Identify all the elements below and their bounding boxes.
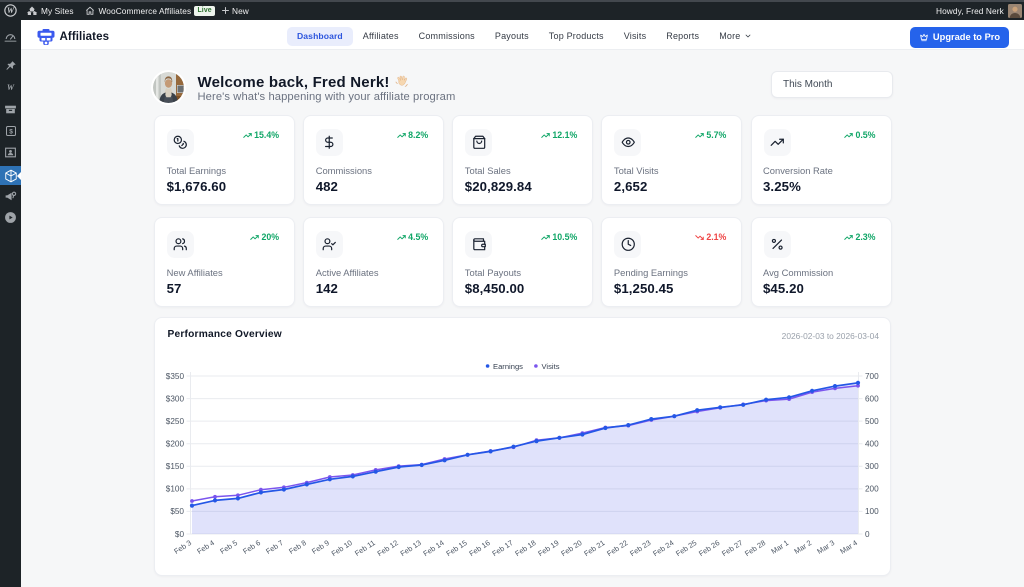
svg-text:Mar 4: Mar 4 [838,538,859,556]
svg-text:Feb 26: Feb 26 [697,538,721,558]
svg-text:$350: $350 [166,372,185,381]
svg-text:400: 400 [865,440,879,449]
svg-text:$0: $0 [175,530,185,539]
svg-text:Mar 2: Mar 2 [792,538,813,556]
svg-text:Earnings: Earnings [493,362,523,371]
svg-text:Feb 15: Feb 15 [444,538,468,558]
svg-text:Feb 23: Feb 23 [628,538,652,558]
svg-text:$150: $150 [166,462,185,471]
svg-text:Feb 11: Feb 11 [353,538,377,558]
svg-text:Feb 18: Feb 18 [513,538,537,558]
svg-text:300: 300 [865,462,879,471]
svg-text:$: $ [9,128,13,135]
svg-text:Feb 24: Feb 24 [651,538,675,558]
svg-text:Feb 5: Feb 5 [218,538,239,556]
svg-text:Feb 4: Feb 4 [195,538,216,556]
svg-text:$250: $250 [166,417,185,426]
svg-text:Feb 19: Feb 19 [536,538,560,558]
svg-text:Feb 10: Feb 10 [330,538,354,558]
svg-text:W: W [7,6,15,15]
svg-text:Feb 8: Feb 8 [287,538,308,556]
svg-text:Feb 6: Feb 6 [241,538,262,556]
svg-text:Feb 21: Feb 21 [582,538,606,558]
svg-text:Feb 13: Feb 13 [399,538,423,558]
svg-text:600: 600 [865,394,879,403]
svg-text:$300: $300 [166,394,185,403]
svg-text:Feb 7: Feb 7 [264,538,285,556]
svg-text:Feb 25: Feb 25 [674,538,698,558]
svg-text:Feb 9: Feb 9 [310,538,331,556]
svg-text:Feb 22: Feb 22 [605,538,629,558]
svg-text:Feb 14: Feb 14 [422,538,446,558]
svg-text:200: 200 [865,485,879,494]
svg-text:W: W [7,83,15,92]
svg-text:Visits: Visits [542,362,560,371]
svg-text:$50: $50 [170,507,184,516]
svg-text:700: 700 [865,372,879,381]
svg-text:Mar 3: Mar 3 [815,538,836,556]
svg-text:Feb 28: Feb 28 [743,538,767,558]
svg-text:Mar 1: Mar 1 [769,538,790,556]
svg-text:Feb 20: Feb 20 [559,538,583,558]
svg-text:Feb 12: Feb 12 [376,538,400,558]
svg-text:100: 100 [865,507,879,516]
svg-text:Feb 27: Feb 27 [720,538,744,558]
svg-text:Feb 16: Feb 16 [467,538,491,558]
svg-text:Feb 3: Feb 3 [172,538,193,556]
svg-text:Feb 17: Feb 17 [490,538,514,558]
svg-text:0: 0 [865,530,870,539]
svg-text:$200: $200 [166,440,185,449]
svg-text:$100: $100 [166,485,185,494]
svg-text:500: 500 [865,417,879,426]
